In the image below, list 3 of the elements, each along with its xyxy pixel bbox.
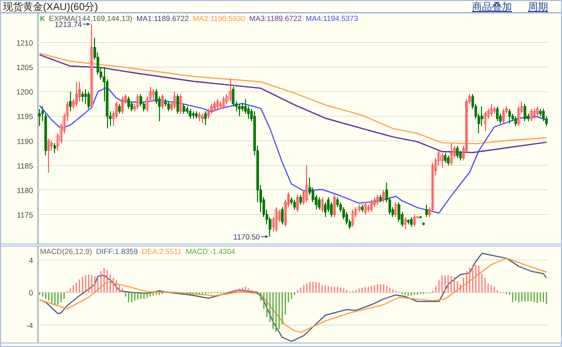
text: 周期 (528, 1, 548, 13)
chart-title: 现货黄金(XAU)(60分) (3, 1, 98, 13)
text: 商品叠加 (472, 1, 512, 13)
